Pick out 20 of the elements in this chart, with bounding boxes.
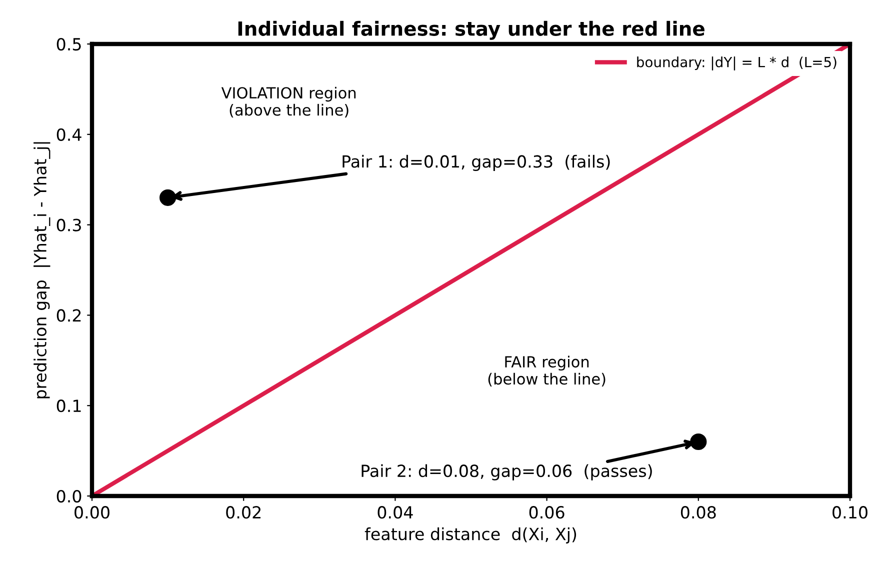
y-tick-label: 0.1 <box>56 400 81 412</box>
y-axis-title: prediction gap |Yhat_i - Yhat_j| <box>34 142 50 398</box>
x-tick-label: 0.08 <box>680 506 716 519</box>
x-tick-label: 0.10 <box>832 506 868 519</box>
chart-title: Individual fairness: stay under the red line <box>238 20 704 40</box>
y-tick-label: 0.2 <box>56 309 81 322</box>
annotation: VIOLATION region (above the line) <box>221 86 356 118</box>
y-tick-label: 0.0 <box>56 490 82 503</box>
y-tick-label: 0.4 <box>56 128 82 141</box>
x-tick-label: 0.04 <box>378 506 413 519</box>
annotation: Pair 2: d=0.08, gap=0.06 (passes) <box>362 464 652 480</box>
y-tick-label: 0.3 <box>56 218 81 232</box>
x-tick-label: 0.02 <box>226 506 260 519</box>
annotation: Pair 1: d=0.01, gap=0.33 (fails) <box>342 154 610 172</box>
x-axis-title: feature distance d(Xi, Xj) <box>364 527 576 544</box>
annotation: FAIR region (below the line) <box>488 356 606 386</box>
x-tick-label: 0.00 <box>74 506 110 519</box>
x-tick-label: 0.06 <box>529 506 564 519</box>
legend-label: boundary: |dY| = L * d (L=5) <box>637 56 836 70</box>
y-tick-label: 0.5 <box>56 38 81 51</box>
